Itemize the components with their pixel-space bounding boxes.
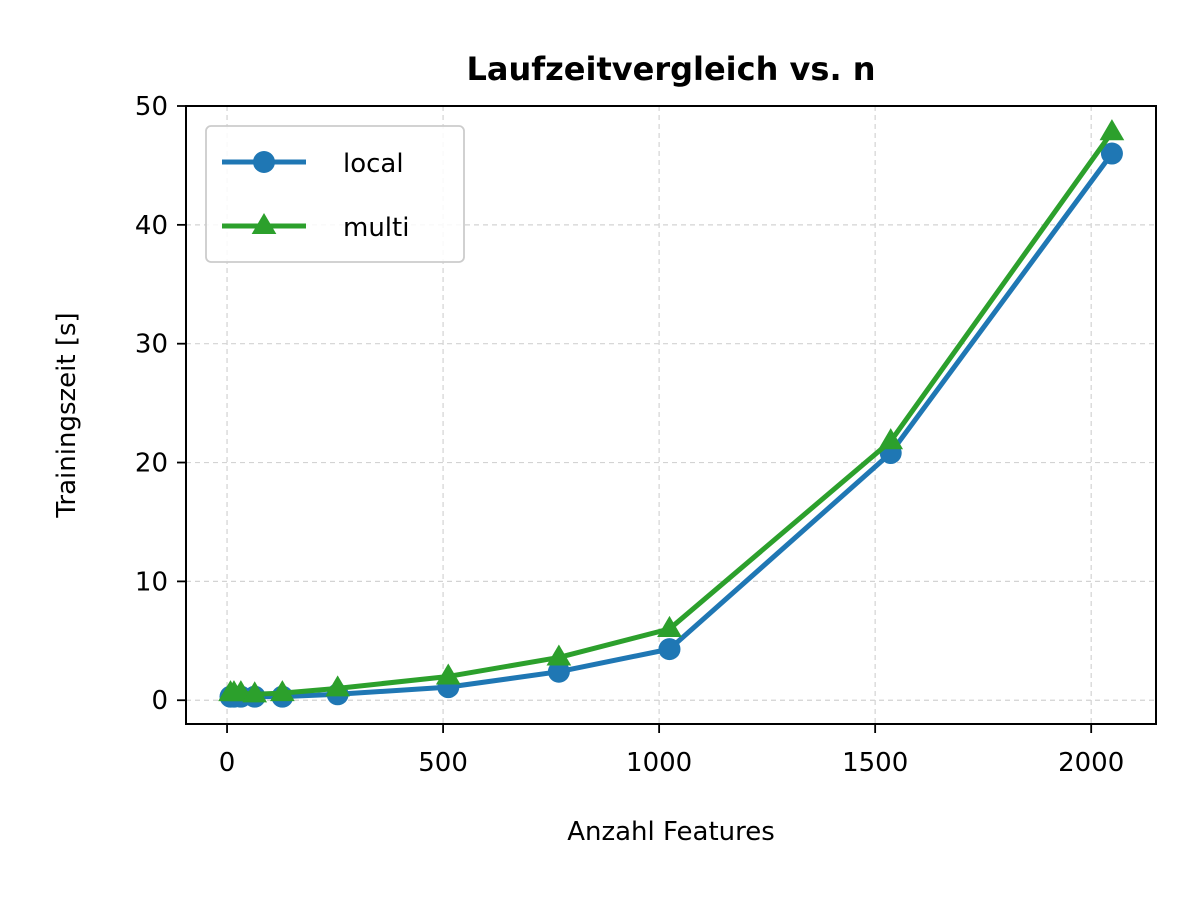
legend-label: local [343, 149, 404, 179]
data-point-local [658, 638, 681, 661]
x-tick-label: 500 [418, 748, 468, 778]
y-tick-label: 30 [135, 330, 168, 360]
data-point-multi [325, 675, 351, 697]
data-point-multi [546, 644, 572, 666]
data-point-multi [1099, 119, 1125, 141]
legend-item-multi: multi [222, 213, 409, 243]
y-tick-label: 10 [135, 567, 168, 597]
legend-item-local: local [222, 149, 404, 179]
data-point-local [1100, 142, 1123, 165]
series-multi [218, 119, 1125, 703]
data-point-local [547, 660, 570, 683]
y-tick-label: 0 [151, 686, 168, 716]
x-axis-label: Anzahl Features [567, 817, 775, 847]
data-point-multi [657, 615, 682, 637]
legend-box [205, 125, 465, 263]
series-layer [218, 119, 1125, 708]
x-tick-label: 0 [219, 748, 236, 778]
y-axis-label: Trainingszeit [s] [52, 312, 82, 518]
y-tick-label: 40 [135, 211, 168, 241]
x-tick-label: 1000 [626, 748, 692, 778]
data-point-multi [878, 428, 904, 450]
y-tick-label: 50 [135, 92, 168, 122]
legend-label: multi [343, 213, 409, 243]
plot-frame [185, 105, 1157, 725]
x-tick-label: 2000 [1058, 748, 1124, 778]
chart-title: Laufzeitvergleich vs. n [466, 50, 875, 88]
legend-marker [251, 213, 277, 235]
axes: 0 500 1000 1500 2000 0 10 20 30 40 50 [135, 92, 1124, 778]
data-point-multi [270, 680, 295, 702]
data-point-multi [242, 681, 268, 703]
legend-marker [253, 151, 275, 173]
x-tick-label: 1500 [842, 748, 908, 778]
legend: local multi [205, 125, 465, 263]
y-tick-label: 20 [135, 449, 168, 479]
data-point-multi [435, 663, 461, 685]
